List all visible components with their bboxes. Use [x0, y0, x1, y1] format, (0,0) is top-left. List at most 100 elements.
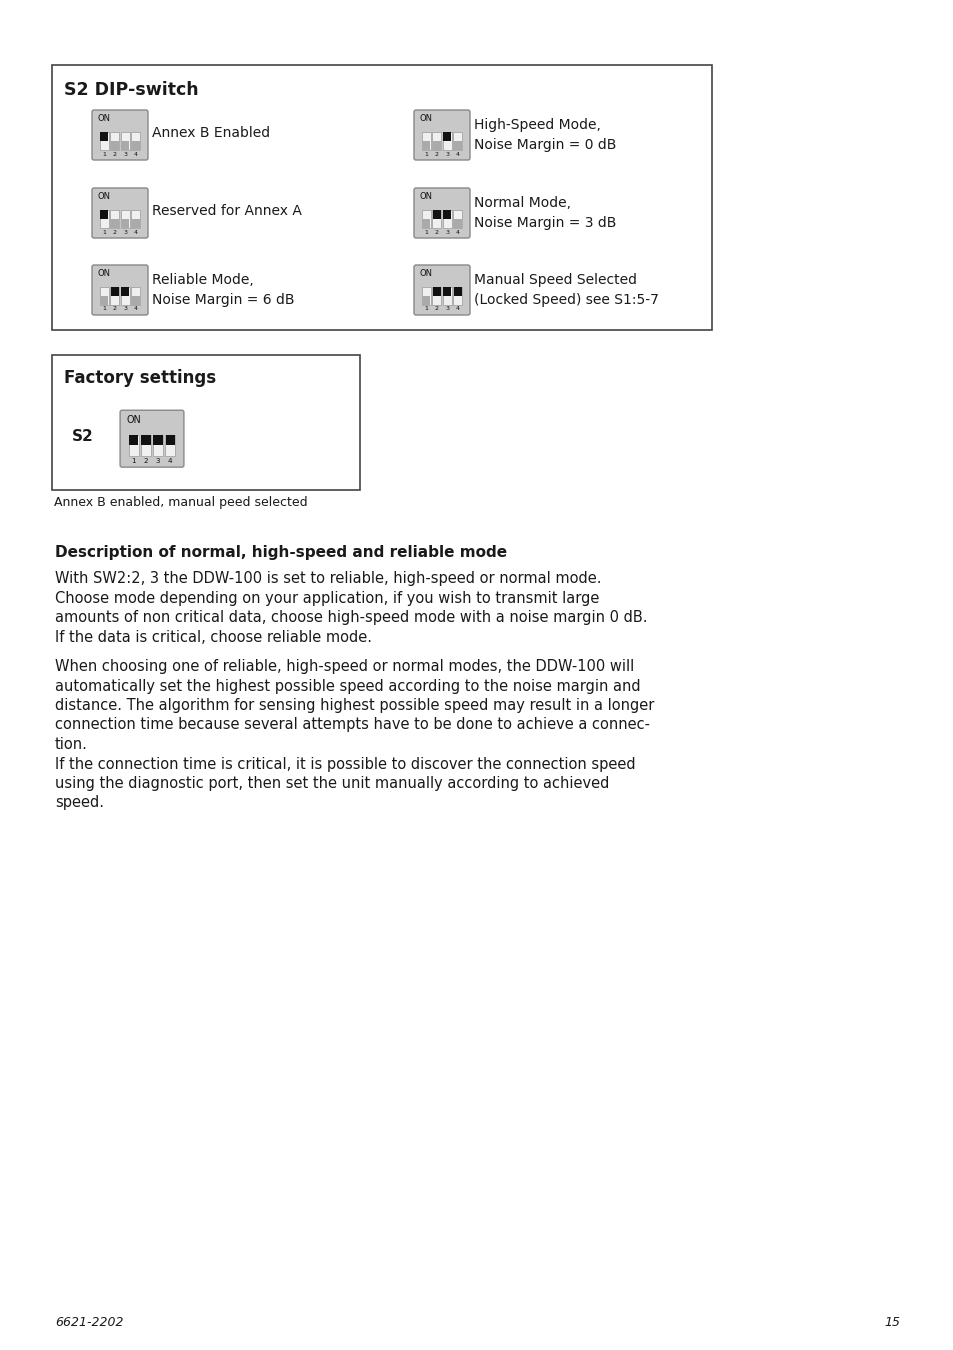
Bar — [121, 288, 129, 296]
Bar — [141, 435, 151, 456]
Bar — [141, 435, 151, 446]
Text: 1: 1 — [424, 306, 428, 312]
Bar — [442, 132, 452, 150]
Text: 4: 4 — [133, 306, 137, 312]
Text: 4: 4 — [456, 306, 459, 312]
Text: ON: ON — [98, 113, 111, 123]
Text: 3: 3 — [445, 151, 449, 157]
Text: 4: 4 — [133, 151, 137, 157]
Bar — [165, 435, 174, 446]
Text: 3: 3 — [123, 151, 127, 157]
Bar — [111, 288, 119, 305]
Text: 1: 1 — [424, 230, 428, 235]
Bar — [100, 132, 109, 150]
Bar — [129, 435, 139, 456]
Text: 4: 4 — [168, 458, 172, 463]
Text: ON: ON — [98, 269, 111, 278]
Bar — [432, 132, 441, 150]
Text: 3: 3 — [445, 306, 449, 312]
Bar — [121, 219, 129, 228]
Bar — [433, 211, 440, 219]
Text: 2: 2 — [112, 230, 116, 235]
Text: 2: 2 — [112, 306, 116, 312]
Text: 15: 15 — [883, 1315, 899, 1328]
Text: When choosing one of reliable, high-speed or normal modes, the DDW-100 will: When choosing one of reliable, high-spee… — [55, 659, 634, 674]
Bar — [453, 211, 462, 228]
Text: Noise Margin = 3 dB: Noise Margin = 3 dB — [474, 216, 616, 230]
Bar — [422, 296, 430, 305]
Text: High-Speed Mode,: High-Speed Mode, — [474, 117, 600, 132]
Text: 4: 4 — [133, 230, 137, 235]
FancyBboxPatch shape — [91, 265, 148, 315]
Bar — [453, 132, 462, 150]
Bar — [111, 219, 118, 228]
Text: 4: 4 — [456, 230, 459, 235]
Bar — [422, 140, 430, 150]
Text: Description of normal, high-speed and reliable mode: Description of normal, high-speed and re… — [55, 545, 507, 560]
Bar — [121, 140, 129, 150]
Text: 3: 3 — [155, 458, 160, 463]
Text: ON: ON — [419, 269, 433, 278]
Text: Annex B Enabled: Annex B Enabled — [152, 126, 270, 140]
Bar — [100, 296, 108, 305]
Text: Noise Margin = 6 dB: Noise Margin = 6 dB — [152, 293, 294, 306]
Text: With SW2:2, 3 the DDW-100 is set to reliable, high-speed or normal mode.: With SW2:2, 3 the DDW-100 is set to reli… — [55, 571, 601, 586]
Text: ON: ON — [419, 113, 433, 123]
Text: Choose mode depending on your application, if you wish to transmit large: Choose mode depending on your applicatio… — [55, 590, 598, 606]
Text: 1: 1 — [102, 306, 106, 312]
Bar — [111, 132, 119, 150]
Text: 4: 4 — [456, 151, 459, 157]
Text: 1: 1 — [102, 230, 106, 235]
Bar — [132, 288, 140, 305]
FancyBboxPatch shape — [91, 109, 148, 161]
Bar — [111, 140, 118, 150]
Text: ON: ON — [419, 192, 433, 201]
Bar — [433, 288, 440, 296]
Text: S2: S2 — [71, 429, 93, 444]
Bar — [152, 435, 163, 456]
Bar — [432, 211, 441, 228]
Text: 3: 3 — [445, 230, 449, 235]
Bar — [165, 435, 175, 456]
Bar — [454, 140, 461, 150]
Bar — [132, 132, 140, 150]
Bar — [132, 140, 139, 150]
Text: If the connection time is critical, it is possible to discover the connection sp: If the connection time is critical, it i… — [55, 756, 635, 771]
Bar — [433, 140, 440, 150]
Text: 2: 2 — [112, 151, 116, 157]
Bar — [121, 132, 130, 150]
Bar — [153, 435, 162, 446]
Bar — [454, 288, 461, 296]
Bar — [121, 211, 130, 228]
Bar — [132, 211, 140, 228]
Text: 1: 1 — [102, 151, 106, 157]
Text: 2: 2 — [435, 151, 438, 157]
Bar — [52, 65, 711, 329]
Bar — [421, 211, 431, 228]
Text: 1: 1 — [424, 151, 428, 157]
Bar — [132, 296, 139, 305]
Bar — [130, 435, 138, 446]
Text: (Locked Speed) see S1:5-7: (Locked Speed) see S1:5-7 — [474, 293, 659, 306]
Text: 2: 2 — [144, 458, 148, 463]
Bar — [121, 288, 130, 305]
Bar — [442, 211, 452, 228]
Bar — [100, 211, 108, 219]
FancyBboxPatch shape — [414, 109, 470, 161]
Text: ON: ON — [98, 192, 111, 201]
Bar — [443, 288, 451, 296]
Text: Normal Mode,: Normal Mode, — [474, 196, 571, 211]
Text: amounts of non critical data, choose high-speed mode with a noise margin 0 dB.: amounts of non critical data, choose hig… — [55, 610, 647, 625]
Text: 3: 3 — [123, 230, 127, 235]
FancyBboxPatch shape — [91, 188, 148, 238]
Bar — [421, 288, 431, 305]
Text: 1: 1 — [132, 458, 136, 463]
Bar — [443, 132, 451, 140]
Text: connection time because several attempts have to be done to achieve a connec-: connection time because several attempts… — [55, 717, 649, 733]
Text: using the diagnostic port, then set the unit manually according to achieved: using the diagnostic port, then set the … — [55, 776, 609, 791]
Bar — [443, 211, 451, 219]
FancyBboxPatch shape — [414, 265, 470, 315]
Bar — [52, 355, 359, 490]
FancyBboxPatch shape — [414, 188, 470, 238]
Text: Reserved for Annex A: Reserved for Annex A — [152, 204, 301, 217]
